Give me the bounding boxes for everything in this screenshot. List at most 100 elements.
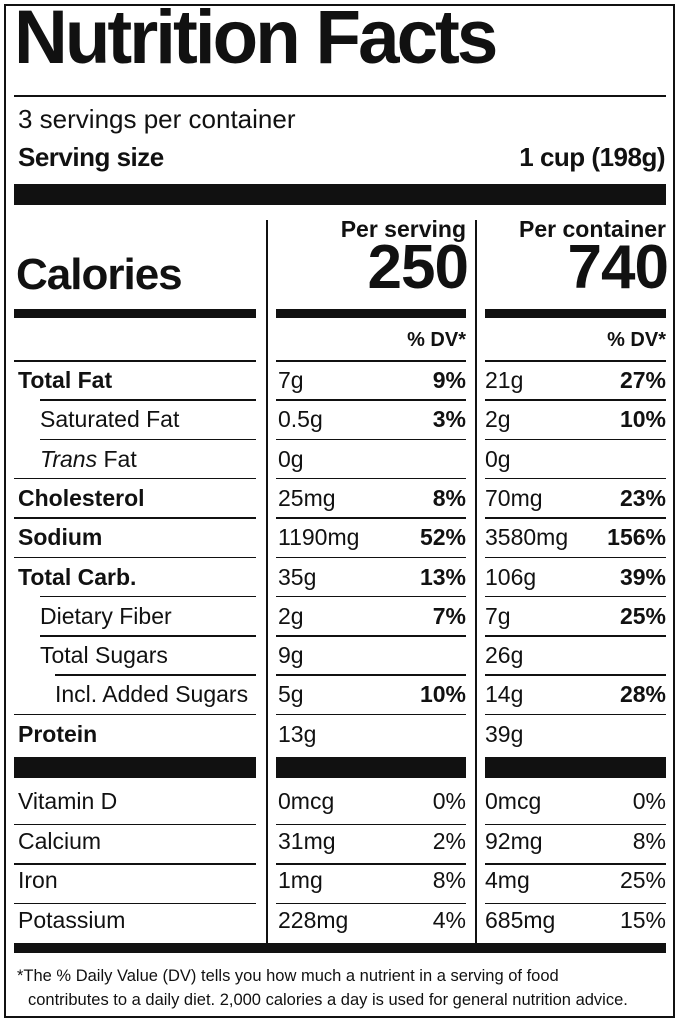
calories-bar-right	[485, 309, 666, 318]
container-amount: 14g	[485, 681, 524, 708]
vitamin-divider-serving	[276, 823, 466, 825]
serving-size-label: Serving size	[18, 142, 164, 172]
vitamin-container-amount: 0mcg	[485, 788, 542, 814]
vitamin-divider-serving	[276, 902, 466, 904]
serving-dv: 52%	[419, 524, 466, 551]
row-divider-name	[40, 595, 256, 598]
row-divider-container	[485, 399, 666, 401]
row-divider-name	[14, 477, 256, 480]
label-title: Nutrition Facts	[14, 0, 498, 80]
row-divider-name	[40, 399, 256, 401]
container-dv: 10%	[619, 406, 666, 433]
vitamin-bar-mid	[276, 757, 466, 778]
calories-bar-mid	[276, 309, 466, 318]
nutrient-name: Protein	[18, 720, 98, 747]
container-amount: 2g	[485, 406, 511, 433]
vitamin-serving-amount: 31mg	[278, 827, 336, 854]
nutrient-name: Total Fat	[18, 367, 113, 393]
vitamin-name: Vitamin D	[18, 788, 118, 814]
nutrient-name: Saturated Fat	[40, 406, 180, 433]
thick-divider-bottom	[14, 943, 666, 953]
serving-amount: 0.5g	[278, 406, 323, 433]
vitamin-serving-dv: 2%	[432, 827, 466, 854]
row-divider-serving	[276, 360, 466, 362]
vitamin-container-amount: 685mg	[485, 906, 556, 933]
nutrient-name: Incl. Added Sugars	[55, 681, 249, 708]
serving-amount: 0g	[278, 445, 304, 472]
vitamin-serving-dv: 4%	[432, 906, 466, 933]
calories-per-serving: 250	[367, 233, 469, 302]
serving-dv: 9%	[432, 367, 466, 393]
vitamin-bar-right	[485, 757, 666, 778]
vitamin-divider-serving	[276, 863, 466, 865]
nutrient-name: Sodium	[18, 524, 103, 551]
container-amount: 0g	[485, 445, 511, 472]
container-amount: 26g	[485, 642, 524, 669]
serving-amount: 35g	[278, 563, 317, 590]
row-divider-container	[485, 674, 666, 676]
serving-size-value: 1 cup (198g)	[519, 142, 665, 172]
serving-amount: 9g	[278, 642, 304, 669]
nutrient-name: Cholesterol	[18, 484, 145, 511]
vitamin-container-dv: 0%	[632, 788, 666, 814]
row-divider-name	[14, 556, 256, 558]
container-amount: 21g	[485, 367, 524, 393]
container-dv: 23%	[619, 484, 666, 511]
vitamin-divider-container	[485, 902, 666, 904]
row-divider-serving	[276, 438, 466, 441]
container-dv: 25%	[619, 602, 666, 629]
vitamin-name: Calcium	[18, 827, 102, 854]
vitamin-serving-amount: 0mcg	[278, 788, 335, 814]
nutrient-name: Total Carb.	[18, 563, 137, 590]
serving-amount: 7g	[278, 367, 304, 393]
servings-per-container: 3 servings per container	[18, 104, 296, 134]
row-divider-container	[485, 517, 666, 519]
row-divider-serving	[276, 477, 466, 480]
vitamin-name: Potassium	[18, 906, 126, 933]
vitamin-divider-container	[485, 823, 666, 825]
vitamin-name: Iron	[18, 867, 58, 893]
row-divider-serving	[276, 674, 466, 676]
serving-dv: 3%	[432, 406, 466, 433]
row-divider-name	[14, 713, 256, 716]
calories-per-container: 740	[567, 233, 669, 302]
vitamin-serving-amount: 228mg	[278, 906, 349, 933]
vitamin-divider-name	[14, 863, 256, 865]
vitamin-container-dv: 25%	[619, 867, 666, 893]
nutrient-name-italic: Trans	[40, 445, 98, 472]
vitamin-serving-amount: 1mg	[278, 867, 323, 893]
serving-amount: 13g	[278, 720, 317, 747]
vitamin-serving-dv: 0%	[432, 788, 466, 814]
serving-dv: 8%	[432, 484, 466, 511]
serving-amount: 5g	[278, 681, 304, 708]
dv-header-serving: % DV*	[407, 329, 466, 351]
calories-bar-left	[14, 309, 256, 318]
row-divider-container	[485, 713, 666, 716]
serving-dv: 13%	[419, 563, 466, 590]
serving-dv: 10%	[419, 681, 466, 708]
footnote-line-1: *The % Daily Value (DV) tells you how mu…	[17, 967, 559, 985]
row-divider-name	[14, 360, 256, 362]
container-amount: 106g	[485, 563, 537, 590]
vitamin-divider-name	[14, 823, 256, 825]
vitamin-serving-dv: 8%	[432, 867, 466, 893]
container-dv: 28%	[619, 681, 666, 708]
serving-amount: 2g	[278, 602, 304, 629]
vitamin-container-dv: 8%	[632, 827, 666, 854]
container-amount: 3580mg	[485, 524, 569, 551]
row-divider-serving	[276, 517, 466, 519]
row-divider-container	[485, 438, 666, 441]
per-container-header: Per container	[519, 216, 666, 242]
row-divider-serving	[276, 713, 466, 716]
title-divider	[14, 95, 666, 97]
row-divider-serving	[276, 635, 466, 637]
row-divider-container	[485, 477, 666, 480]
column-divider-1	[266, 220, 268, 945]
row-divider-name	[14, 517, 256, 519]
row-divider-name	[40, 438, 256, 441]
vitamin-container-amount: 92mg	[485, 827, 543, 854]
row-divider-serving	[276, 399, 466, 401]
column-divider-2	[475, 220, 477, 945]
serving-dv: 7%	[432, 602, 466, 629]
footnote-line-2: contributes to a daily diet. 2,000 calor…	[28, 991, 628, 1009]
